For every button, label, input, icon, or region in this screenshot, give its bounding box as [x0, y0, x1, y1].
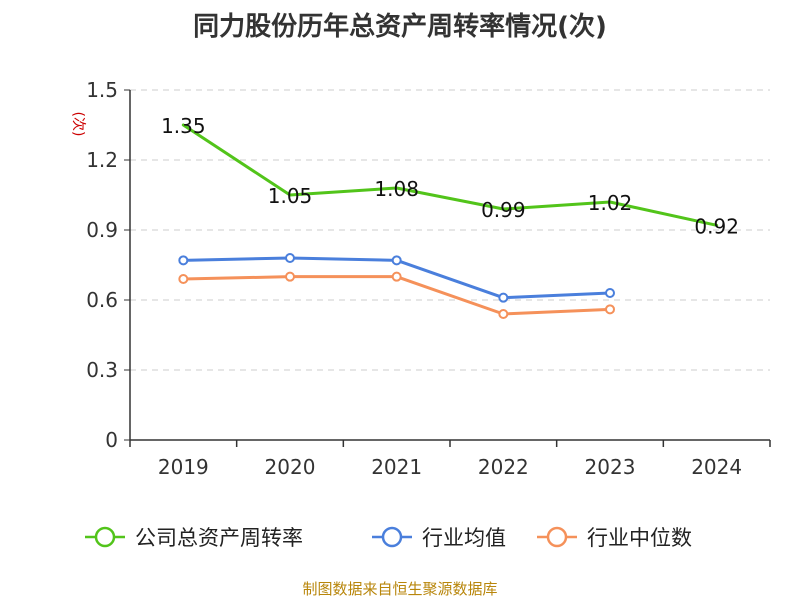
data-point	[391, 271, 402, 282]
grid-lines	[130, 89, 770, 371]
legend-marker	[94, 526, 116, 548]
data-point	[178, 274, 189, 284]
data-label: 1.05	[268, 184, 313, 208]
chart-title: 同力股份历年总资产周转率情况(次)	[193, 12, 607, 42]
data-point	[285, 253, 295, 263]
data-point	[605, 288, 615, 298]
data-labels: 1.35 1.05 1.08 0.99 1.02 0.92	[161, 114, 739, 238]
legend-marker	[546, 526, 568, 548]
y-tick-label: 0.9	[86, 218, 118, 242]
data-point	[498, 309, 509, 319]
data-point	[605, 304, 615, 315]
data-point	[498, 292, 509, 303]
x-tick-label: 2023	[585, 455, 636, 479]
y-tick-label: 1.2	[86, 148, 118, 172]
legend-label: 行业均值	[422, 526, 506, 550]
data-point	[285, 271, 295, 282]
axes: 0 0.3 0.6 0.9 1.2 1.5 2019 2020 2021 2022 2023 2024…	[70, 78, 771, 479]
legend-marker	[381, 526, 403, 548]
data-label: 1.02	[588, 191, 633, 215]
legend-label: 公司总资产周转率	[135, 526, 303, 550]
source-note: 制图数据来自恒生聚源数据库	[302, 580, 498, 598]
data-point	[178, 255, 189, 266]
legend-label: 行业中位数	[587, 526, 692, 550]
data-point	[391, 255, 402, 266]
series-lines	[178, 123, 719, 319]
y-axis-label: (次)	[70, 112, 86, 137]
x-tick-label: 2020	[265, 455, 316, 479]
data-label: 0.92	[694, 214, 739, 238]
y-tick-label: 1.5	[86, 78, 118, 102]
data-label: 0.99	[481, 198, 526, 222]
y-tick-label: 0.3	[86, 358, 118, 382]
legend: 公司总资产周转率 行业均值 行业中位数	[85, 526, 692, 550]
y-tick-label: 0	[105, 428, 118, 452]
x-tick-label: 2024	[691, 455, 742, 479]
x-tick-label: 2021	[371, 455, 422, 479]
x-tick-label: 2019	[158, 455, 209, 479]
data-label: 1.08	[374, 177, 419, 201]
x-tick-label: 2022	[478, 455, 529, 479]
y-tick-label: 0.6	[86, 288, 118, 312]
data-label: 1.35	[161, 114, 206, 138]
series-line-0	[181, 123, 719, 227]
